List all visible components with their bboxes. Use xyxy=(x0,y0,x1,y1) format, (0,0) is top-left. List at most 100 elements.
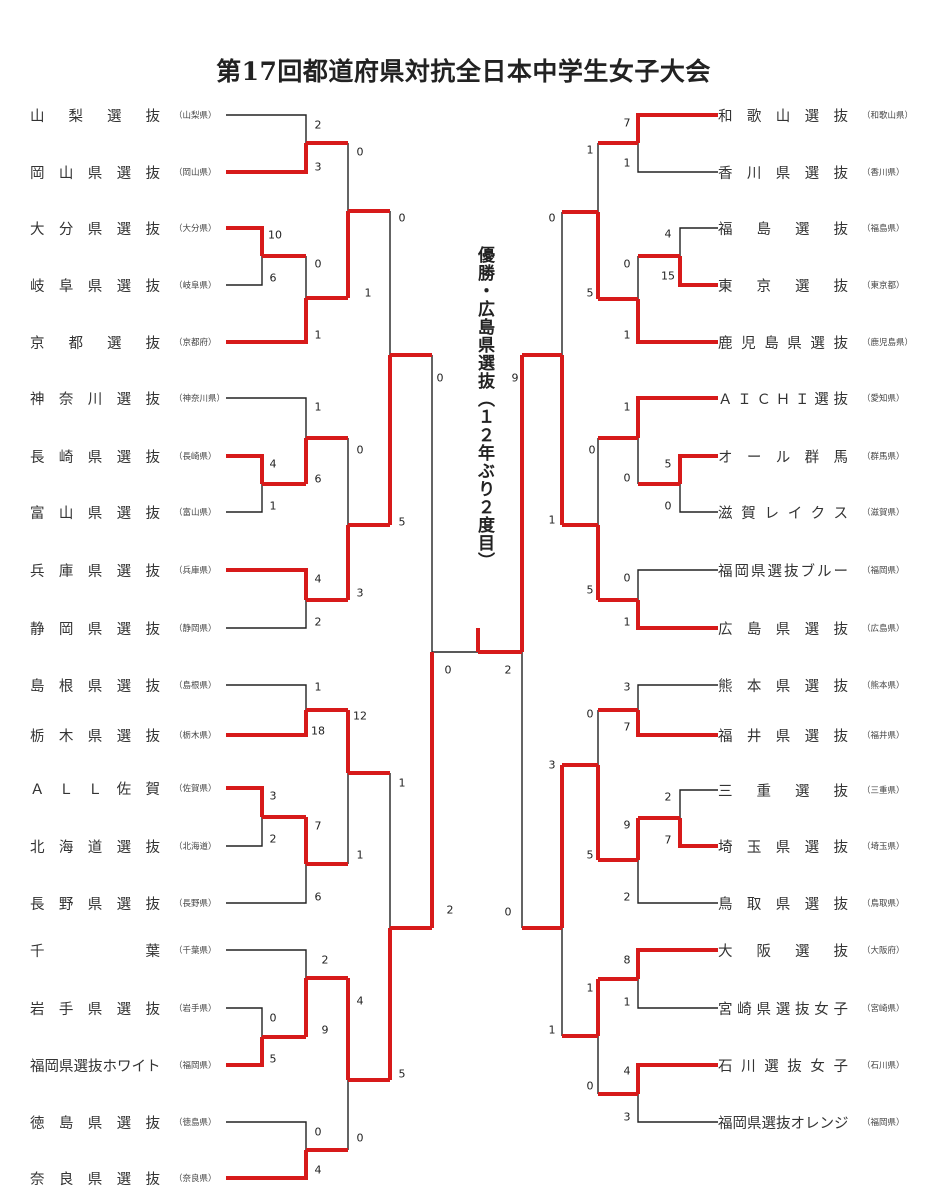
team-name: 山梨選抜 xyxy=(30,108,160,125)
match-score: 1 xyxy=(623,400,631,414)
team-prefecture: （福岡県） xyxy=(862,1118,905,1128)
team-prefecture: （鳥取県） xyxy=(862,899,905,909)
team-prefecture: （福井県） xyxy=(862,731,905,741)
team-prefecture: （三重県） xyxy=(862,786,905,796)
team-name: 富山県選抜 xyxy=(30,505,160,522)
team-name: 兵庫県選抜 xyxy=(30,563,160,580)
team-name: 長野県選抜 xyxy=(30,896,160,913)
team-prefecture: （岐阜県） xyxy=(174,281,217,291)
team-entry: 和歌山選抜 （和歌山県） xyxy=(718,105,913,125)
match-score: 1 xyxy=(623,615,631,629)
team-name: 奈良県選抜 xyxy=(30,1171,160,1188)
team-prefecture: （北海道） xyxy=(174,842,217,852)
winner-path-line xyxy=(636,600,718,630)
match-score: 0 xyxy=(444,663,452,677)
team-prefecture: （福岡県） xyxy=(174,1061,217,1071)
page-title: 第17回都道府県対抗全日本中学生女子大会 xyxy=(216,57,711,86)
team-name: 栃木県選抜 xyxy=(30,728,160,745)
match-score: 5 xyxy=(269,1052,277,1066)
bracket-line xyxy=(226,1007,263,1037)
match-score: 8 xyxy=(623,953,631,967)
winner-path-line xyxy=(636,948,718,979)
match-score: 1 xyxy=(314,328,322,342)
team-name: 岡山県選抜 xyxy=(30,165,160,182)
match-score: 9 xyxy=(511,371,519,385)
team-prefecture: （岡山県） xyxy=(174,168,217,178)
match-score: 0 xyxy=(623,257,631,271)
team-name: 滋賀レイクス xyxy=(718,505,848,522)
winner-path-line xyxy=(226,1037,264,1067)
match-score: 0 xyxy=(269,1011,277,1025)
team-name: 石川選抜女子 xyxy=(718,1058,848,1075)
team-entry: 滋賀レイクス （滋賀県） xyxy=(718,502,905,522)
champion-note: 優勝・広島県選抜（１２年ぶり２度目） xyxy=(474,246,494,570)
match-score: 0 xyxy=(356,443,364,457)
team-prefecture: （鹿児島県） xyxy=(862,338,914,348)
team-entry: 福岡県選抜ブルー （福岡県） xyxy=(718,560,905,580)
team-prefecture: （長野県） xyxy=(174,899,217,909)
team-entry: 大分県選抜 （大分県） xyxy=(30,218,217,238)
match-score: 5 xyxy=(586,848,594,862)
bracket-line xyxy=(226,817,263,847)
team-prefecture: （宮崎県） xyxy=(862,1004,905,1014)
match-score: 9 xyxy=(321,1023,329,1037)
winner-path-line xyxy=(636,299,718,344)
team-entry: 栃木県選抜 （栃木県） xyxy=(30,725,217,745)
team-name: 鹿児島県選抜 xyxy=(718,335,848,352)
bracket-line xyxy=(226,1121,307,1150)
team-name: 千葉 xyxy=(30,943,160,960)
team-name: ＡＬＬ佐賀 xyxy=(30,781,160,798)
winner-path-line xyxy=(678,454,718,484)
match-score: 2 xyxy=(664,790,672,804)
match-score: 4 xyxy=(269,457,277,471)
winner-path-line xyxy=(636,113,718,143)
team-prefecture: （香川県） xyxy=(862,168,905,178)
match-score: 7 xyxy=(623,720,631,734)
team-entry: 奈良県選抜 （奈良県） xyxy=(30,1168,217,1188)
team-entry: 岡山県選抜 （岡山県） xyxy=(30,162,217,182)
bracket-line xyxy=(226,484,263,513)
match-score: 4 xyxy=(623,1064,631,1078)
match-score: 2 xyxy=(314,615,322,629)
match-score: 1 xyxy=(623,156,631,170)
team-name: 熊本県選抜 xyxy=(718,678,848,695)
team-entry: 島根県選抜 （島根県） xyxy=(30,675,217,695)
match-score: 0 xyxy=(356,1131,364,1145)
team-prefecture: （福岡県） xyxy=(862,566,905,576)
team-prefecture: （群馬県） xyxy=(862,452,905,462)
team-name: 三重選抜 xyxy=(718,783,848,800)
match-score: 1 xyxy=(623,995,631,1009)
match-score: 15 xyxy=(661,269,675,283)
team-name: 福井県選抜 xyxy=(718,728,848,745)
bracket-line xyxy=(226,114,307,143)
team-prefecture: （大阪府） xyxy=(862,946,905,956)
match-score: 0 xyxy=(586,1079,594,1093)
team-entry: 香川県選抜 （香川県） xyxy=(718,162,905,182)
team-entry: オール群馬 （群馬県） xyxy=(718,446,905,466)
team-entry: 鳥取県選抜 （鳥取県） xyxy=(718,893,905,913)
team-prefecture: （大分県） xyxy=(174,224,217,234)
team-entry: 長野県選抜 （長野県） xyxy=(30,893,217,913)
team-prefecture: （石川県） xyxy=(862,1061,905,1071)
team-entry: 石川選抜女子 （石川県） xyxy=(718,1055,905,1075)
team-name: ＡＩＣＨＩ選抜 xyxy=(718,391,848,408)
bracket-line xyxy=(226,397,307,438)
team-prefecture: （静岡県） xyxy=(174,624,217,634)
team-prefecture: （兵庫県） xyxy=(174,566,217,576)
team-entry: 徳島県選抜 （徳島県） xyxy=(30,1112,217,1132)
team-name: 岩手県選抜 xyxy=(30,1001,160,1018)
team-name: 広島県選抜 xyxy=(718,621,848,638)
bracket-line xyxy=(637,143,718,173)
team-prefecture: （京都府） xyxy=(174,338,217,348)
team-entry: 東京選抜 （東京都） xyxy=(718,275,905,295)
winner-path-line xyxy=(226,298,308,344)
team-entry: 京都選抜 （京都府） xyxy=(30,332,217,352)
match-score: 3 xyxy=(269,789,277,803)
match-score: 4 xyxy=(356,994,364,1008)
winner-path-line xyxy=(226,454,264,484)
bracket-line xyxy=(679,227,718,256)
match-score: 10 xyxy=(268,228,282,242)
match-score: 1 xyxy=(314,680,322,694)
team-entry: 宮崎県選抜女子 （宮崎県） xyxy=(718,998,905,1018)
team-name: 神奈川選抜 xyxy=(30,391,160,408)
